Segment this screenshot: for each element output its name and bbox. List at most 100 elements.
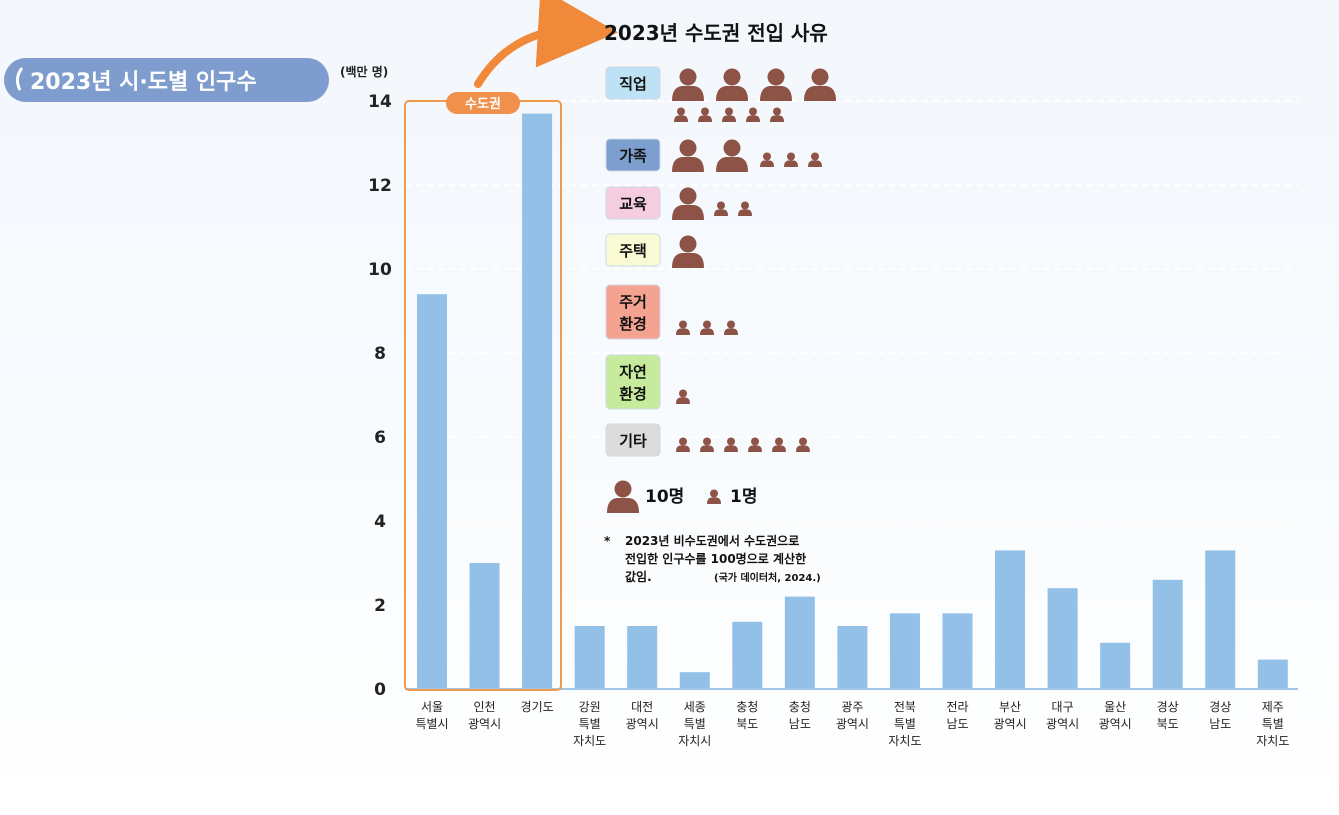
bar — [889, 613, 920, 689]
bar — [679, 672, 710, 689]
person-icon-small — [700, 437, 714, 452]
footnote-line-2: 전입한 인구수를 100명으로 계산한 — [625, 551, 806, 566]
x-tick-label: 광주 — [841, 700, 863, 714]
x-tick-label: 특별 — [894, 717, 916, 731]
chart-title: 2023년 시·도별 인구수 — [30, 70, 257, 95]
reason-label-box — [605, 186, 661, 220]
reason-label: 자연 — [619, 363, 647, 381]
reason-row: 직업 — [605, 66, 836, 122]
y-tick-label: 8 — [374, 344, 386, 364]
reason-label-box — [605, 233, 661, 267]
bar — [995, 550, 1026, 689]
person-icon-small — [676, 389, 690, 404]
arrow-icon — [474, 0, 618, 88]
person-icon-small — [748, 437, 762, 452]
x-tick-label: 북도 — [1157, 717, 1179, 731]
x-tick-label: 자치도 — [888, 734, 921, 748]
reason-label: 주거 — [619, 293, 647, 311]
person-icon-small — [674, 107, 688, 122]
person-icon-small — [724, 320, 738, 335]
bar — [417, 294, 447, 689]
person-icon-small — [698, 107, 712, 122]
x-tick-label: 경기도 — [521, 700, 554, 714]
bar — [627, 626, 658, 689]
reason-label-box — [605, 138, 661, 172]
x-tick-label: 세종 — [684, 700, 706, 714]
x-tick-label: 경상 — [1157, 700, 1179, 714]
person-icon-small — [796, 437, 810, 452]
reason-label-box — [605, 354, 661, 410]
person-icon-small — [784, 152, 798, 167]
legend-big-label: 10명 — [645, 487, 684, 507]
person-icon-10 — [607, 480, 639, 513]
footnote-marker: * — [604, 534, 611, 548]
metro-badge — [446, 92, 520, 114]
person-icon-small — [724, 437, 738, 452]
legend-small-label: 1명 — [730, 487, 757, 507]
person-icon-small — [770, 107, 784, 122]
bar — [942, 613, 973, 689]
person-icon — [716, 139, 748, 172]
bar — [522, 113, 553, 690]
bar — [1152, 579, 1183, 689]
footnote-line-3: 값임. — [625, 570, 652, 584]
person-icon — [672, 68, 704, 101]
footnote-source: (국가 데이터처, 2024.) — [714, 571, 821, 584]
person-icon — [716, 68, 748, 101]
y-axis-unit: (백만 명) — [340, 64, 388, 79]
bar — [784, 596, 815, 689]
y-tick-label: 12 — [368, 176, 392, 196]
x-tick-label: 충청 — [736, 700, 758, 714]
footnote: * 2023년 비수도권에서 수도권으로 전입한 인구수를 100명으로 계산한… — [604, 533, 821, 584]
y-tick-label: 4 — [374, 512, 386, 532]
x-tick-label: 특별시 — [415, 717, 448, 731]
person-icon — [804, 68, 836, 101]
bar — [837, 626, 868, 689]
x-tick-label: 인천 — [474, 699, 496, 714]
bar — [732, 621, 763, 689]
person-icon-small — [760, 152, 774, 167]
reason-label: 직업 — [619, 75, 647, 93]
bars — [417, 113, 1288, 690]
y-tick-label: 10 — [368, 260, 392, 280]
person-icon-small — [746, 107, 760, 122]
x-tick-label: 자치시 — [678, 734, 711, 748]
y-tick-label: 2 — [374, 596, 386, 616]
reason-label: 환경 — [619, 315, 647, 333]
person-icon-1 — [707, 489, 721, 504]
reason-label: 주택 — [619, 242, 647, 260]
person-icon — [607, 480, 639, 513]
x-tick-label: 광역시 — [836, 717, 869, 731]
reason-label: 교육 — [619, 195, 647, 213]
person-icon — [672, 139, 704, 172]
x-tick-label: 남도 — [1209, 717, 1231, 731]
x-tick-label: 강원 — [579, 700, 601, 714]
person-icon-small — [808, 152, 822, 167]
person-icon-small — [676, 320, 690, 335]
pictogram-legend: 10명 1명 — [607, 480, 757, 513]
bar — [574, 626, 605, 689]
x-tick-label: 충청 — [789, 700, 811, 714]
chart-title-pill: 2023년 시·도별 인구수 — [4, 58, 329, 102]
reason-label-box — [605, 284, 661, 340]
person-icon-small — [700, 320, 714, 335]
reason-label: 가족 — [619, 147, 647, 165]
reason-row: 가족 — [605, 138, 822, 172]
footnote-line-1: 2023년 비수도권에서 수도권으로 — [625, 533, 799, 548]
person-icon-small — [722, 107, 736, 122]
reason-row: 기타 — [605, 423, 810, 457]
person-icon — [672, 187, 704, 220]
x-tick-label: 남도 — [946, 717, 968, 731]
x-tick-label: 자치도 — [573, 734, 606, 748]
x-tick-label: 울산 — [1104, 700, 1126, 714]
x-tick-label: 북도 — [736, 717, 758, 731]
reason-row: 교육 — [605, 186, 752, 220]
x-tick-label: 경상 — [1209, 700, 1231, 714]
x-tick-label: 서울 — [421, 700, 443, 714]
